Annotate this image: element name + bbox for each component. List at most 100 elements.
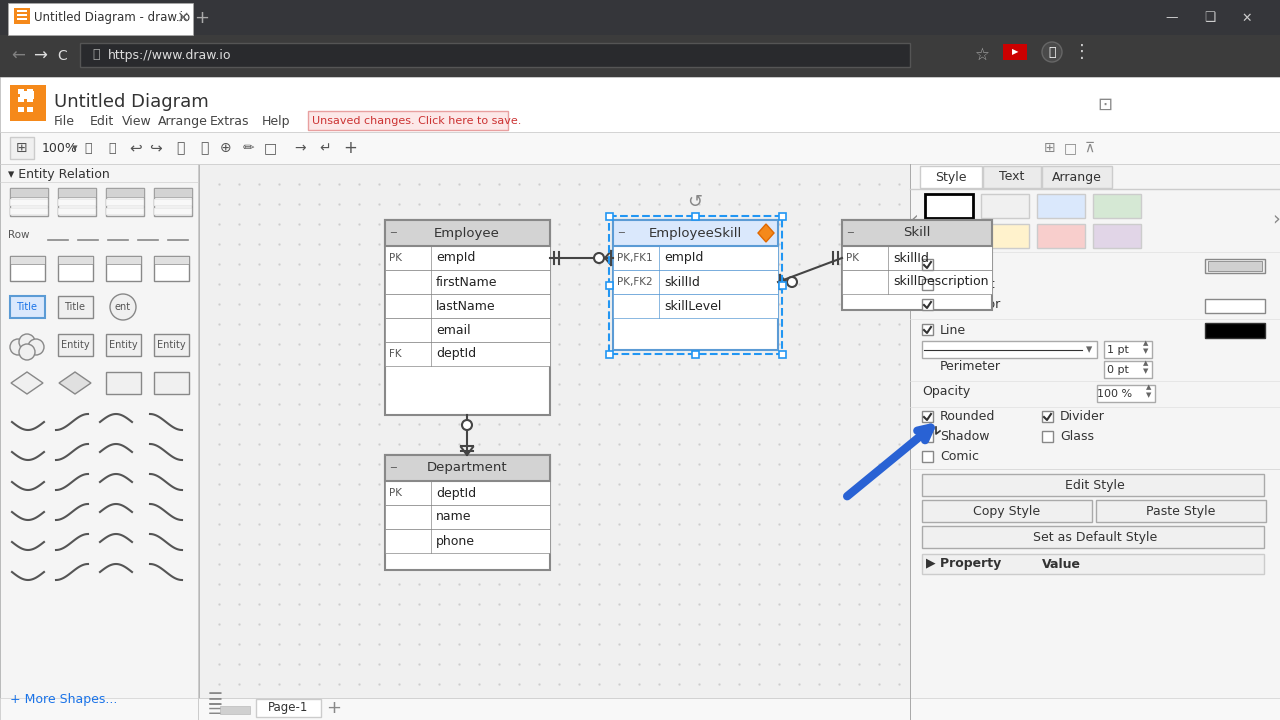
Bar	[1204, 259, 1265, 273]
Text: EmployeeSkill: EmployeeSkill	[649, 227, 741, 240]
Text: ▼: ▼	[1147, 392, 1152, 398]
Text: ─: ─	[390, 228, 396, 238]
Bar	[980, 194, 1029, 218]
Bar	[1208, 261, 1262, 271]
Bar	[842, 270, 992, 294]
Text: Glass: Glass	[1060, 431, 1094, 444]
Text: Arrange: Arrange	[157, 115, 207, 128]
Bar	[10, 188, 49, 197]
Text: https://www.draw.io: https://www.draw.io	[108, 48, 232, 61]
Bar	[385, 220, 550, 415]
Text: empId: empId	[436, 251, 475, 264]
Bar	[1093, 194, 1140, 218]
Bar	[385, 481, 550, 505]
Text: Untitled Diagram - draw.io: Untitled Diagram - draw.io	[35, 12, 191, 24]
Bar	[17, 14, 27, 16]
Bar	[154, 372, 189, 394]
Text: Arrange: Arrange	[1052, 171, 1102, 184]
Text: Copy Style: Copy Style	[973, 505, 1041, 518]
Bar	[18, 97, 24, 102]
Bar	[10, 199, 49, 206]
Text: □: □	[264, 141, 276, 155]
Polygon shape	[59, 372, 91, 394]
Text: name: name	[436, 510, 471, 523]
Text: □: □	[1064, 141, 1076, 155]
Bar	[1093, 224, 1140, 248]
Text: C: C	[58, 49, 67, 63]
Circle shape	[110, 294, 136, 320]
Bar	[605, 282, 613, 289]
Text: ›: ›	[1272, 210, 1280, 228]
Text: ▾ Entity Relation: ▾ Entity Relation	[8, 168, 110, 181]
Text: Style: Style	[936, 171, 966, 184]
Bar	[58, 334, 93, 356]
Bar	[925, 224, 973, 248]
Bar	[0, 35, 1280, 77]
Text: Department: Department	[426, 462, 507, 474]
Text: ↺: ↺	[687, 193, 703, 211]
Polygon shape	[758, 224, 774, 242]
Bar	[385, 529, 550, 553]
Bar	[10, 256, 45, 264]
Bar	[154, 334, 189, 356]
Bar	[1204, 323, 1265, 338]
Bar	[79, 43, 910, 67]
Text: 100 %: 100 %	[1097, 389, 1133, 399]
Text: ▼: ▼	[1143, 368, 1148, 374]
Bar	[1037, 224, 1085, 248]
Text: Text: Text	[1000, 171, 1025, 184]
Circle shape	[1042, 42, 1062, 62]
Text: PK,FK2: PK,FK2	[617, 277, 653, 287]
Text: Untitled Diagram: Untitled Diagram	[54, 93, 209, 111]
Bar	[27, 107, 33, 112]
Text: Row: Row	[8, 230, 29, 240]
Text: ✏: ✏	[242, 141, 253, 155]
Text: Help: Help	[262, 115, 291, 128]
Text: +: +	[326, 699, 342, 717]
Bar	[922, 431, 933, 442]
Bar	[613, 294, 778, 318]
Text: Line: Line	[940, 323, 966, 336]
Bar	[106, 256, 141, 264]
Bar	[922, 279, 933, 290]
Bar	[20, 91, 35, 99]
Bar	[154, 199, 192, 206]
Text: PK: PK	[389, 253, 402, 263]
Text: ▾: ▾	[72, 143, 78, 153]
Bar	[154, 188, 192, 197]
Bar	[106, 372, 141, 394]
Text: ent: ent	[115, 302, 131, 312]
Text: 0 pt: 0 pt	[1107, 365, 1129, 375]
Bar	[842, 246, 992, 270]
Bar	[780, 282, 786, 289]
Bar	[220, 706, 250, 714]
Bar	[10, 256, 45, 281]
Bar	[922, 451, 933, 462]
Text: ×: ×	[177, 11, 189, 25]
Text: View: View	[122, 115, 152, 128]
Bar	[605, 213, 613, 220]
Bar	[0, 164, 198, 720]
Text: 🔍: 🔍	[109, 142, 115, 155]
Bar	[0, 77, 1280, 132]
Text: ─: ─	[847, 228, 852, 238]
Bar	[910, 164, 1280, 720]
Bar	[922, 474, 1265, 496]
Circle shape	[28, 339, 44, 355]
Bar	[922, 554, 1265, 574]
Text: Opacity: Opacity	[922, 385, 970, 398]
Bar	[385, 270, 550, 294]
Text: ▶ Property: ▶ Property	[925, 557, 1001, 570]
Text: Entity: Entity	[60, 340, 90, 350]
Text: File: File	[54, 115, 76, 128]
Bar	[18, 107, 24, 112]
Bar	[922, 411, 933, 422]
Text: ▾: ▾	[1085, 343, 1092, 356]
Text: ─: ─	[618, 228, 623, 238]
Text: Comic: Comic	[940, 451, 979, 464]
Text: Value: Value	[1042, 557, 1082, 570]
Text: Set as Default Style: Set as Default Style	[1033, 531, 1157, 544]
Text: Shadow: Shadow	[940, 431, 989, 444]
Bar	[0, 0, 1280, 35]
Text: skillLevel: skillLevel	[664, 300, 722, 312]
